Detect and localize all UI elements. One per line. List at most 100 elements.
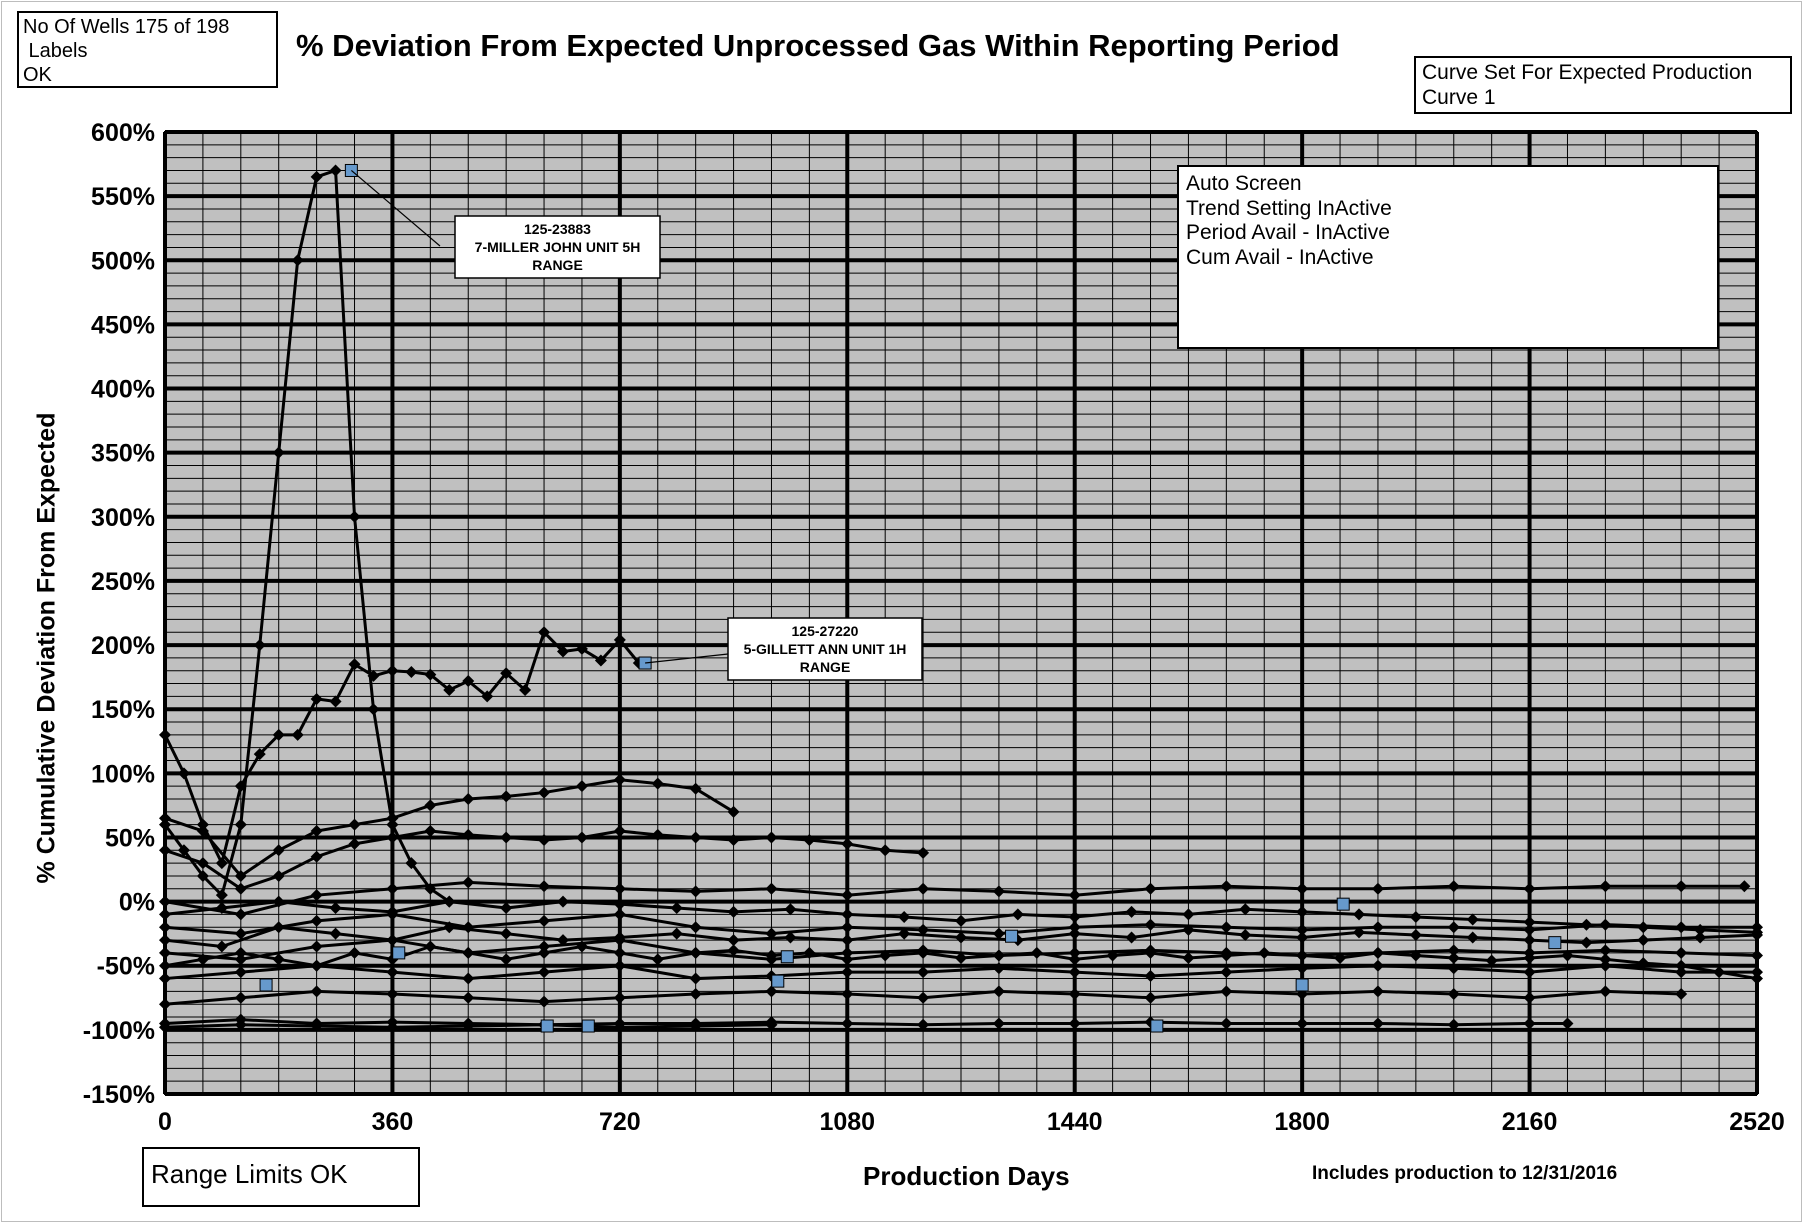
series-10	[159, 1018, 778, 1034]
y-tick-label: -50%	[97, 953, 155, 981]
data-point	[386, 987, 399, 1000]
data-point	[500, 927, 513, 940]
y-tick-label: 450%	[91, 311, 155, 339]
data-point	[1296, 905, 1309, 918]
data-point	[1409, 928, 1422, 941]
data-point	[272, 869, 285, 882]
data-point	[234, 1018, 247, 1031]
data-point	[1523, 991, 1536, 1004]
data-point	[1637, 957, 1650, 970]
data-point	[1751, 972, 1763, 985]
data-point	[234, 882, 247, 895]
data-point	[879, 844, 892, 857]
data-point	[841, 837, 854, 850]
data-point	[1296, 949, 1309, 962]
y-axis-ticks: 600% 550% 500% 450% 400% 350% 300% 250% 200% 150%…	[83, 119, 155, 1109]
data-point	[651, 777, 664, 790]
data-point	[234, 946, 247, 959]
callout-leader	[645, 653, 729, 664]
auto-screen-line: Auto Screen	[1186, 172, 1302, 195]
y-tick-label: 200%	[91, 632, 155, 660]
data-point	[575, 940, 588, 953]
data-point	[310, 889, 323, 902]
data-point	[348, 946, 361, 959]
data-point	[613, 633, 626, 646]
data-point	[784, 931, 797, 944]
data-point	[1144, 946, 1157, 959]
data-point	[670, 927, 683, 940]
highlight-marker	[1150, 1019, 1164, 1033]
data-point	[1466, 931, 1479, 944]
data-point	[917, 991, 930, 1004]
data-point	[234, 953, 247, 966]
y-tick-label: 600%	[91, 119, 155, 147]
data-point	[329, 927, 342, 940]
data-point	[538, 834, 551, 847]
data-point	[234, 780, 247, 793]
auto-screen-line: Cum Avail - InActive	[1186, 245, 1374, 269]
data-point	[1409, 910, 1422, 923]
data-point	[234, 927, 247, 940]
data-point	[405, 857, 418, 870]
data-point	[1447, 1018, 1460, 1031]
callout: 125-23883 7-MILLER JOHN UNIT 5H RANGE	[350, 170, 661, 279]
data-point	[1125, 905, 1138, 918]
series-12	[159, 895, 1763, 939]
series-1	[159, 626, 645, 870]
data-point	[557, 934, 569, 947]
series-8	[159, 985, 1688, 1011]
callout-label: 5-GILLETT ANN UNIT 1H	[744, 641, 907, 657]
data-point	[1447, 921, 1460, 934]
data-point	[1296, 931, 1309, 944]
data-point	[500, 953, 513, 966]
series-3	[159, 825, 930, 895]
data-point	[329, 164, 342, 177]
highlight-marker	[1336, 897, 1350, 911]
data-point	[462, 674, 475, 687]
data-point	[1637, 934, 1650, 947]
data-point	[177, 844, 190, 857]
data-point	[462, 876, 475, 889]
data-point	[310, 985, 323, 998]
data-point	[841, 966, 854, 979]
data-point	[462, 828, 475, 841]
series-line	[163, 629, 640, 868]
series-4	[159, 876, 1751, 921]
callout-label: RANGE	[532, 257, 583, 273]
data-point	[1466, 913, 1479, 926]
data-point	[1068, 987, 1081, 1000]
highlight-marker	[780, 950, 794, 964]
highlight-marker	[540, 1019, 554, 1033]
data-point	[386, 812, 399, 825]
data-point	[689, 972, 702, 985]
data-point	[613, 991, 626, 1004]
data-point	[1239, 903, 1252, 916]
data-point	[386, 882, 399, 895]
data-point	[159, 921, 171, 934]
data-point	[177, 767, 190, 780]
data-point	[575, 642, 588, 655]
data-point	[519, 683, 532, 696]
data-point	[538, 914, 551, 927]
y-tick-label: 50%	[105, 824, 155, 852]
data-point	[1068, 953, 1081, 966]
data-point	[159, 818, 171, 831]
data-point	[234, 818, 247, 831]
highlight-marker	[1005, 929, 1019, 943]
data-point	[272, 921, 285, 934]
data-point	[1580, 936, 1593, 949]
data-point	[1751, 926, 1763, 939]
data-point	[1296, 882, 1309, 895]
data-point	[1125, 931, 1138, 944]
data-point	[1599, 944, 1612, 957]
data-point	[917, 966, 930, 979]
data-point	[215, 902, 228, 915]
data-point	[1144, 882, 1157, 895]
data-point	[992, 1017, 1005, 1030]
data-point	[841, 946, 854, 959]
data-point	[613, 882, 626, 895]
data-point	[329, 902, 342, 915]
data-point	[613, 1021, 626, 1034]
data-point	[992, 927, 1005, 940]
data-point	[538, 946, 551, 959]
